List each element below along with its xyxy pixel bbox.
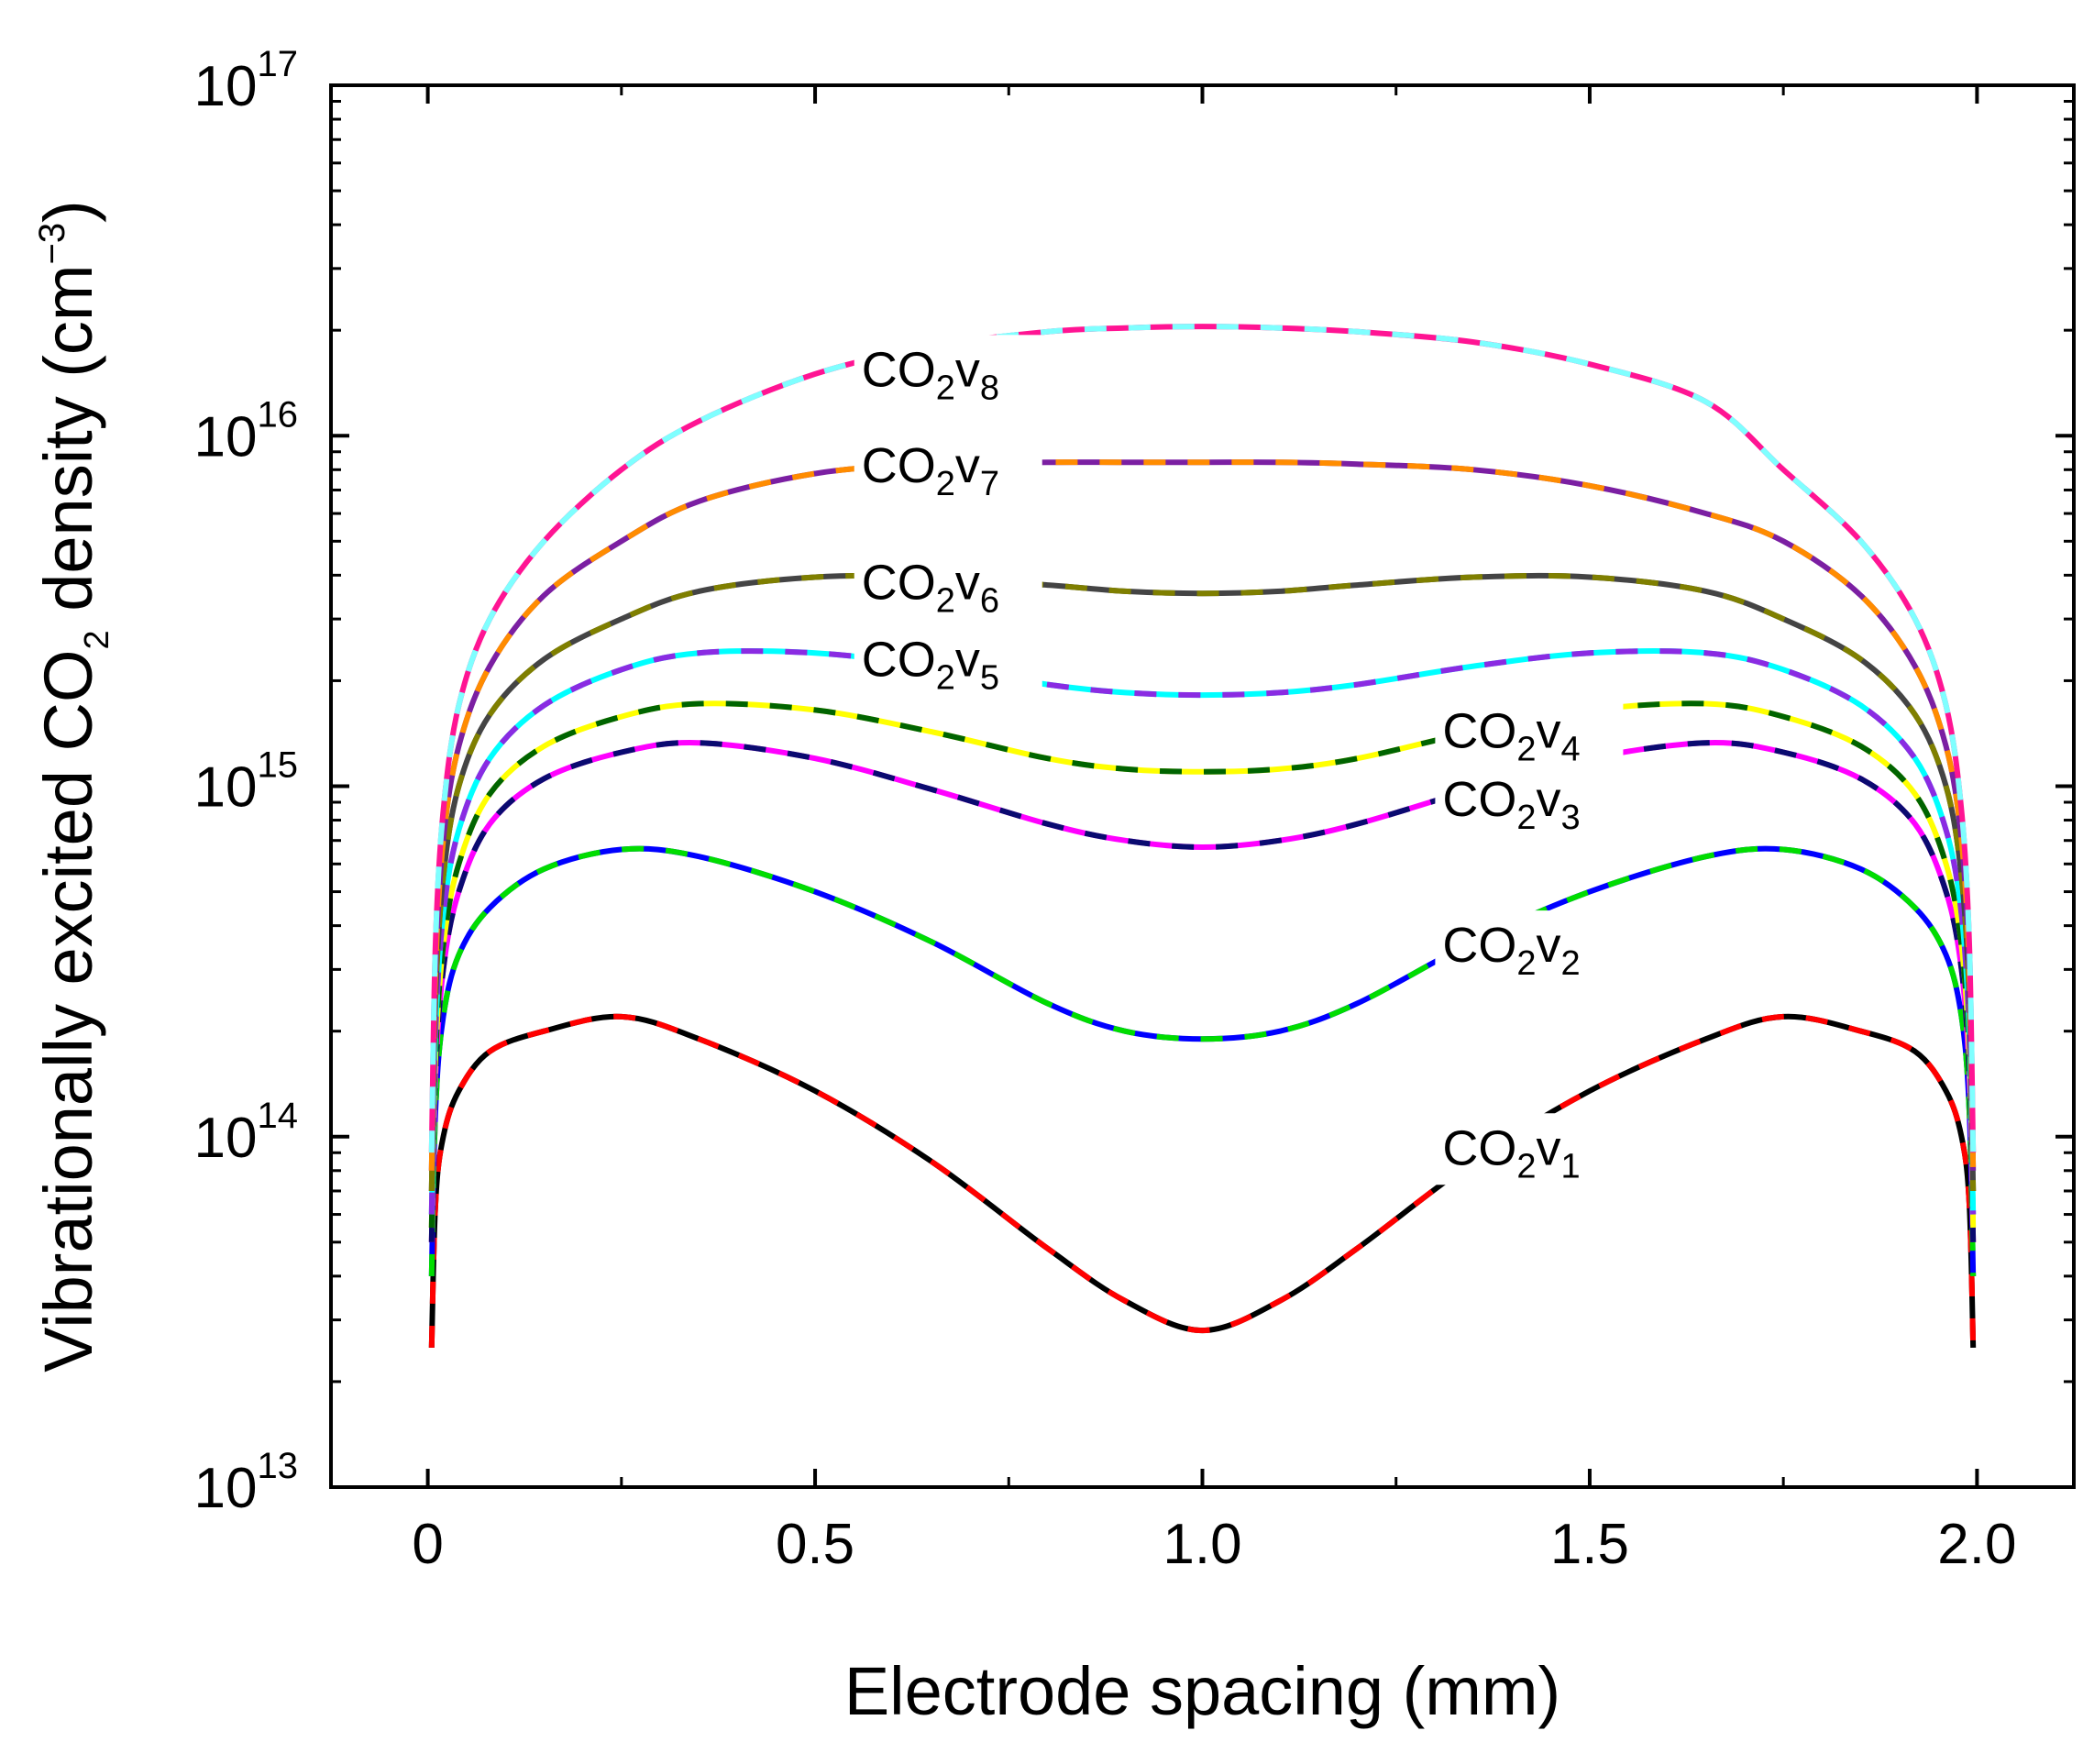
x-axis-title: Electrode spacing (mm) [844,1653,1560,1729]
curve-label-bg [1435,696,1624,768]
y-tick-label: 1016 [194,394,298,469]
series-dash-v1 [428,1013,1977,1348]
y-tick-exponent: 16 [258,394,299,435]
curve-label-base: CO [862,633,936,688]
series-line-v5 [428,648,1977,1215]
curve-label-v2: CO2v2 [1442,918,1580,983]
series-line-v7 [428,459,1977,1171]
series-dash-v2 [428,845,1977,1276]
curve-label-bg [854,624,1042,697]
y-title-superscript: −3 [32,223,72,265]
curve-label-sub: 2 [1516,799,1536,837]
curve-label-v6: CO2v6 [862,556,999,621]
curve-label-bg [854,431,1042,503]
y-tick-base: 10 [194,756,258,820]
curve-label-base: CO [1442,772,1516,827]
y-tick-exponent: 14 [258,1096,299,1136]
curve-label-base: CO [1442,704,1516,759]
curve-label-v: v [1537,772,1561,827]
y-tick-label: 1017 [194,44,298,118]
y-tick-exponent: 17 [258,44,299,84]
plot-frame [329,83,2076,1489]
y-title-subscript: 2 [78,630,116,649]
curve-label-v3: CO2v3 [1442,772,1580,837]
curve-label-sub: 2 [936,659,955,698]
x-tick-label: 2.0 [1937,1513,2016,1576]
curve-label-sub: 2 [1516,731,1536,769]
curve-label-sub: 2 [936,465,955,503]
series-line-v4 [428,700,1977,1229]
curves-layer [428,324,1977,1348]
series-line-v3 [428,740,1977,1242]
curve-label-sub: 2 [936,582,955,621]
y-tick-label: 1015 [194,745,298,820]
curve-label-base: CO [1442,918,1516,973]
curve-label-v: v [955,633,980,688]
x-tick-label: 1.0 [1163,1513,1241,1576]
series-line-v2 [428,845,1977,1276]
curve-label-index: 8 [980,369,999,407]
series-line-v6 [428,572,1977,1192]
curve-label-bg [1435,910,1624,983]
y-tick-exponent: 13 [258,1446,299,1486]
y-tick-exponent: 15 [258,745,299,786]
curve-label-base: CO [862,556,936,611]
x-tick-label: 1.5 [1550,1513,1629,1576]
series-line-v1 [428,1013,1977,1348]
series-dash-v4 [428,700,1977,1229]
y-title-suffix: ) [30,200,106,223]
curve-label-base: CO [1442,1120,1516,1175]
y-tick-base: 10 [194,55,258,118]
curve-label-bg [854,547,1042,620]
curve-label-sub: 2 [1516,944,1536,983]
curve-label-bg [1435,1113,1624,1185]
y-title-middle: density (cm [30,264,106,630]
curve-label-index: 2 [1561,944,1581,983]
curve-label-bg [1435,764,1624,836]
curve-label-v: v [1537,704,1561,759]
curve-label-v1: CO2v1 [1442,1120,1580,1185]
curve-label-sub: 2 [1516,1147,1536,1185]
y-tick-base: 10 [194,405,258,469]
curve-label-v7: CO2v7 [862,438,999,503]
curve-label-v4: CO2v4 [1442,704,1580,769]
series-line-v8 [428,324,1977,1153]
curve-label-v: v [955,342,980,397]
curve-label-v5: CO2v5 [862,633,999,698]
series-dash-v5 [428,648,1977,1215]
curve-label-bg [854,335,1042,407]
curve-label-v: v [955,438,980,493]
curve-label-index: 7 [980,465,999,503]
curve-label-v8: CO2v8 [862,342,999,407]
y-axis-title: Vibrationally excited CO2 density (cm−3) [30,200,116,1373]
curve-label-base: CO [862,342,936,397]
curve-label-index: 6 [980,582,999,621]
y-tick-base: 10 [194,1457,258,1520]
curve-label-v: v [1537,918,1561,973]
series-dash-v3 [428,740,1977,1242]
curve-label-index: 3 [1561,799,1581,837]
curve-label-v: v [955,556,980,611]
series-dash-v8 [428,324,1977,1153]
y-tick-label: 1013 [194,1446,298,1520]
series-dash-v6 [428,572,1977,1192]
x-tick-label: 0.5 [776,1513,854,1576]
series-dash-v7 [428,459,1977,1171]
curve-label-base: CO [862,438,936,493]
y-title-prefix: Vibrationally excited CO [30,649,106,1372]
curve-label-index: 5 [980,659,999,698]
x-tick-label: 0 [412,1513,443,1576]
y-tick-base: 10 [194,1107,258,1170]
curve-label-index: 1 [1561,1147,1581,1185]
curve-label-v: v [1537,1120,1561,1175]
y-tick-label: 1014 [194,1096,298,1170]
curve-label-sub: 2 [936,369,955,407]
curve-label-index: 4 [1561,731,1581,769]
